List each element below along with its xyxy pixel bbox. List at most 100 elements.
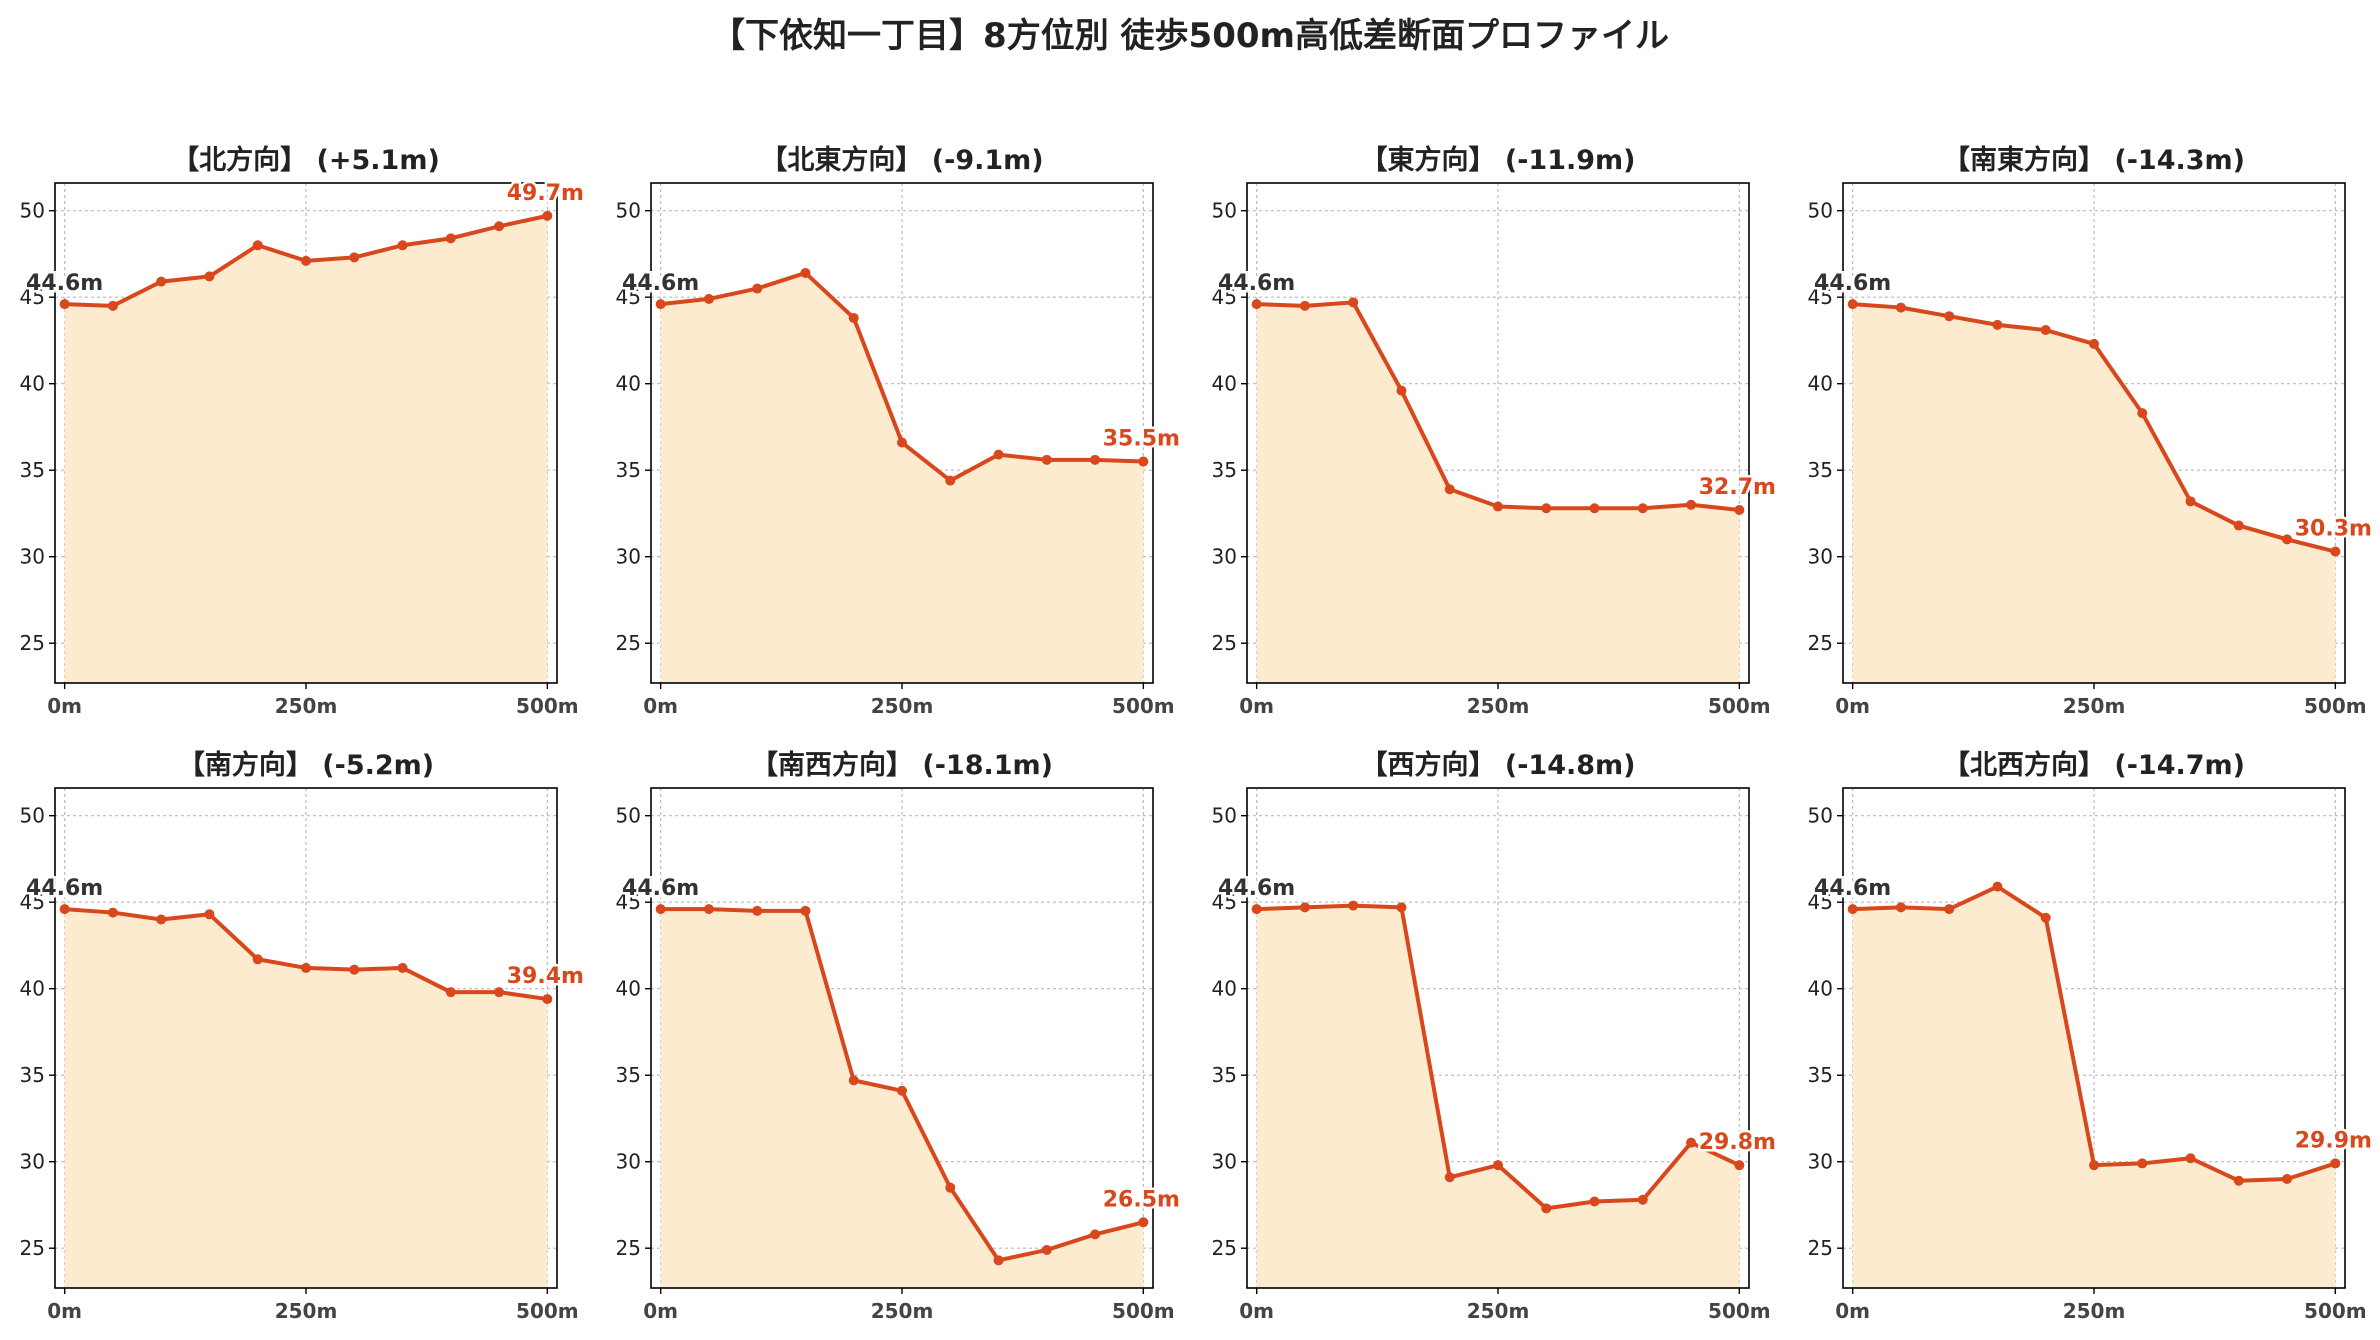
y-tick-label: 30 <box>1212 1150 1237 1174</box>
elevation-point <box>2282 1174 2293 1185</box>
end-elevation-label: 39.4m <box>507 964 584 989</box>
elevation-point <box>1348 297 1359 308</box>
elevation-point <box>945 475 956 486</box>
elevation-point <box>445 233 456 244</box>
elevation-point <box>848 312 859 323</box>
elevation-point <box>1299 902 1310 913</box>
elevation-point <box>945 1182 956 1193</box>
x-tick-label: 500m <box>2304 694 2367 718</box>
elevation-point <box>1992 881 2003 892</box>
elevation-point <box>1138 456 1149 467</box>
y-tick-label: 25 <box>20 631 45 655</box>
x-tick-label: 0m <box>643 1299 678 1323</box>
elevation-point <box>1444 484 1455 495</box>
elevation-point <box>1444 1172 1455 1183</box>
elevation-point <box>252 954 263 965</box>
x-tick-label: 250m <box>275 1299 338 1323</box>
elevation-point <box>542 994 553 1005</box>
y-tick-label: 50 <box>616 199 641 223</box>
y-tick-label: 45 <box>1808 285 1833 309</box>
y-tick-label: 45 <box>616 285 641 309</box>
elevation-point <box>2233 520 2244 531</box>
panel-title: 【東方向】 (-11.9m) <box>1360 144 1635 176</box>
y-tick-label: 50 <box>1212 804 1237 828</box>
elevation-point <box>156 914 167 925</box>
start-elevation-label: 44.6m <box>622 271 699 296</box>
elevation-point <box>156 276 167 287</box>
y-tick-label: 50 <box>20 199 45 223</box>
x-tick-label: 500m <box>1112 694 1175 718</box>
y-tick-label: 45 <box>20 890 45 914</box>
y-tick-label: 25 <box>1212 1236 1237 1260</box>
elevation-point <box>107 907 118 918</box>
y-tick-label: 30 <box>616 545 641 569</box>
elevation-point <box>993 449 1004 460</box>
elevation-point <box>1493 501 1503 512</box>
y-tick-label: 50 <box>616 804 641 828</box>
end-elevation-label: 35.5m <box>1103 427 1180 452</box>
elevation-point <box>2185 496 2196 507</box>
elevation-point <box>1251 904 1262 915</box>
y-tick-label: 40 <box>1212 977 1237 1001</box>
elevation-point <box>1090 454 1101 465</box>
y-tick-label: 25 <box>616 631 641 655</box>
y-tick-label: 25 <box>1808 631 1833 655</box>
panel-title: 【北東方向】 (-9.1m) <box>760 144 1043 176</box>
elevation-point <box>301 962 311 973</box>
elevation-point <box>397 962 408 973</box>
elevation-point <box>752 283 763 294</box>
elevation-point <box>1895 902 1906 913</box>
y-tick-label: 30 <box>1212 545 1237 569</box>
panel-title: 【北方向】 (+5.1m) <box>172 144 440 176</box>
y-tick-label: 25 <box>1808 1236 1833 1260</box>
elevation-point <box>252 240 263 251</box>
y-tick-label: 35 <box>1212 1063 1237 1087</box>
y-tick-label: 25 <box>1212 631 1237 655</box>
elevation-point <box>107 300 118 311</box>
y-tick-label: 45 <box>20 285 45 309</box>
elevation-point <box>1637 503 1648 514</box>
elevation-point <box>494 987 505 998</box>
y-tick-label: 45 <box>1212 285 1237 309</box>
elevation-point <box>2185 1153 2196 1164</box>
y-tick-label: 40 <box>616 372 641 396</box>
panel-title: 【北西方向】 (-14.7m) <box>1943 749 2245 781</box>
elevation-point <box>848 1075 859 1086</box>
elevation-point <box>204 271 215 282</box>
x-tick-label: 500m <box>516 694 579 718</box>
y-tick-label: 40 <box>20 372 45 396</box>
elevation-area <box>660 909 1144 1288</box>
y-tick-label: 50 <box>1212 199 1237 223</box>
elevation-point <box>1734 1160 1745 1171</box>
elevation-point <box>1041 454 1052 465</box>
elevation-point <box>1895 302 1906 313</box>
elevation-point <box>1396 902 1407 913</box>
elevation-area <box>64 215 548 683</box>
panel-title: 【南東方向】 (-14.3m) <box>1943 144 2245 176</box>
x-tick-label: 500m <box>1708 1299 1771 1323</box>
elevation-point <box>1686 1137 1697 1148</box>
y-tick-label: 40 <box>1808 977 1833 1001</box>
elevation-point <box>1348 900 1359 911</box>
elevation-point <box>800 267 811 278</box>
y-tick-label: 35 <box>1808 1063 1833 1087</box>
y-tick-label: 35 <box>616 458 641 482</box>
elevation-point <box>993 1255 1004 1266</box>
start-elevation-label: 44.6m <box>26 271 103 296</box>
x-tick-label: 0m <box>1835 1299 1870 1323</box>
elevation-area <box>660 272 1144 683</box>
start-elevation-label: 44.6m <box>1218 876 1295 901</box>
elevation-point <box>1847 299 1858 310</box>
elevation-point <box>1589 503 1600 514</box>
elevation-area <box>1852 304 2336 683</box>
elevation-point <box>397 240 408 251</box>
elevation-point <box>2137 1158 2148 1169</box>
elevation-point <box>2040 325 2051 336</box>
x-tick-label: 500m <box>1708 694 1771 718</box>
elevation-point <box>1847 904 1858 915</box>
elevation-point <box>349 964 360 975</box>
